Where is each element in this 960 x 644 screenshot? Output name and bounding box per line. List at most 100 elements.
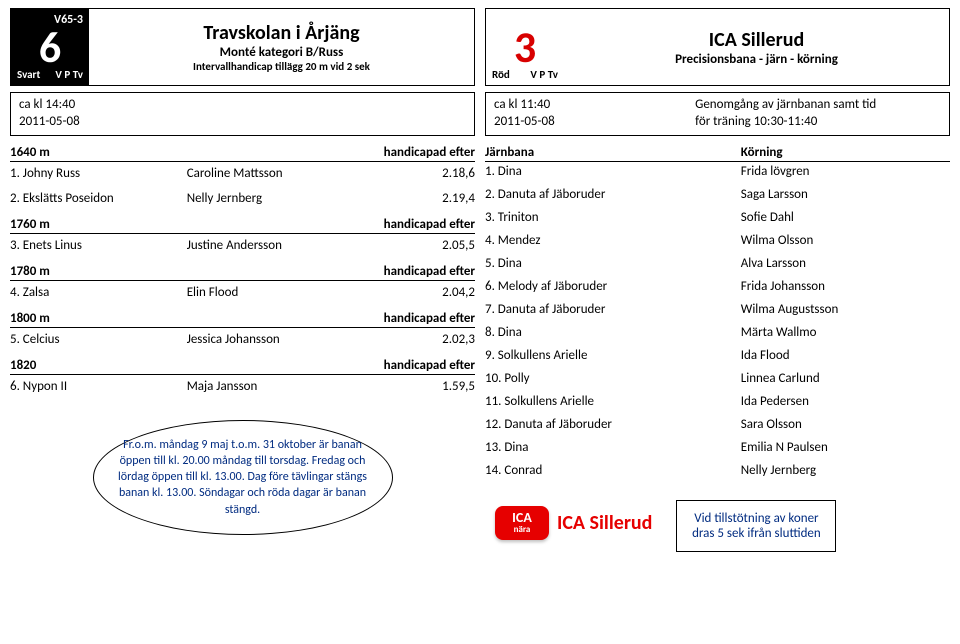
driver-name: Jessica Johansson [187, 332, 425, 347]
distance-header: 1800 mhandicapad efter [10, 310, 475, 328]
distance: 1780 m [10, 264, 50, 279]
entry-row: 1. Johny RussCaroline Mattsson2.18,6 [10, 164, 475, 187]
driver-name: Maja Jansson [187, 379, 425, 394]
race-3-panel: 3 Röd V P Tv ICA Sillerud Precisionsbana… [485, 8, 950, 552]
jarn-horse: 10. Polly [485, 371, 741, 386]
race-time: ca kl 14:40 [19, 97, 220, 114]
race-sub2: Intervallhandicap tillägg 20 m vid 2 sek [93, 60, 470, 73]
info-row-6: ca kl 14:40 2011-05-08 [10, 92, 475, 136]
jarn-horse: 2. Danuta af Jäboruder [485, 187, 741, 202]
distance-header: 1640 m handicapad efter [10, 144, 475, 162]
race-title: Travskolan i Årjäng [93, 21, 470, 45]
jarn-driver: Märta Wallmo [741, 325, 950, 340]
horse-name: 5. Celcius [10, 332, 187, 347]
race-time-3: ca kl 11:40 [494, 97, 695, 114]
handicap-label: handicapad efter [384, 264, 475, 279]
entries-list: 1640 m handicapad efter 1. Johny RussCarol… [10, 144, 475, 400]
banner-3: 3 Röd V P Tv ICA Sillerud Precisionsbana… [485, 8, 950, 86]
entry-time: 2.02,3 [425, 332, 475, 347]
distance: 1640 m [10, 145, 50, 160]
vptv-label: V P Tv [55, 68, 83, 81]
jarn-row: 11. Solkullens ArielleIda Pedersen [485, 392, 950, 415]
ica-text: ICA Sillerud [557, 511, 652, 535]
jarn-driver: Wilma Augustsson [741, 302, 950, 317]
race-6-panel: V65-3 6 Svart V P Tv Travskolan i Årjäng… [10, 8, 475, 552]
horse-name: 1. Johny Russ [10, 166, 187, 181]
vptv-label-3: V P Tv [530, 68, 558, 81]
jarn-horse: 6. Melody af Jäboruder [485, 279, 741, 294]
ica-badge-icon: ICA nära [495, 506, 549, 540]
jarn-horse: 1. Dina [485, 164, 741, 179]
jarn-driver: Ida Pedersen [741, 394, 950, 409]
handicap-label: handicapad efter [384, 145, 475, 160]
horse-name: 4. Zalsa [10, 285, 187, 300]
jarn-driver: Ida Flood [741, 348, 950, 363]
jarn-horse: 5. Dina [485, 256, 741, 271]
driver-name: Caroline Mattsson [187, 166, 425, 181]
driver-name: Justine Andersson [187, 238, 425, 253]
driver-name: Nelly Jernberg [187, 191, 425, 206]
handicap-label: handicapad efter [384, 217, 475, 232]
distance: 1820 [10, 358, 36, 373]
jarn-header: Järnbana Körning [485, 144, 950, 162]
jarn-row: 7. Danuta af JäboruderWilma Augustsson [485, 300, 950, 323]
jarn-driver: Frida Johansson [741, 279, 950, 294]
number-box-3: 3 Röd V P Tv [486, 9, 564, 85]
jarn-row: 1. DinaFrida lövgren [485, 162, 950, 185]
race-date-3: 2011-05-08 [494, 114, 695, 131]
jarn-horse: 8. Dina [485, 325, 741, 340]
jarn-horse: 11. Solkullens Arielle [485, 394, 741, 409]
distance-header: 1760 mhandicapad efter [10, 216, 475, 234]
distance-header: 1820 handicapad efter [10, 357, 475, 375]
jarn-list: 1. DinaFrida lövgren2. Danuta af Jäborud… [485, 162, 950, 484]
jarn-horse: 7. Danuta af Jäboruder [485, 302, 741, 317]
jarn-row: 10. PollyLinnea Carlund [485, 369, 950, 392]
color-label-3: Röd [492, 68, 510, 81]
jarn-row: 5. DinaAlva Larsson [485, 254, 950, 277]
race-desc2: för träning 10:30-11:40 [695, 114, 941, 131]
jarn-driver: Sofie Dahl [741, 210, 950, 225]
jarn-driver: Wilma Olsson [741, 233, 950, 248]
jarn-horse: 4. Mendez [485, 233, 741, 248]
entry-row: 3. Enets LinusJustine Andersson2.05,5 [10, 236, 475, 259]
banner-6: V65-3 6 Svart V P Tv Travskolan i Årjäng… [10, 8, 475, 86]
jarn-driver: Frida lövgren [741, 164, 950, 179]
jarn-header-left: Järnbana [485, 145, 534, 160]
distance: 1800 m [10, 311, 50, 326]
number-box-6: V65-3 6 Svart V P Tv [11, 9, 89, 85]
entry-time: 2.04,2 [425, 285, 475, 300]
horse-name: 6. Nypon II [10, 379, 187, 394]
penalty-note: Vid tillstötning av koner dras 5 sek ifr… [676, 500, 836, 552]
jarn-driver: Alva Larsson [741, 256, 950, 271]
handicap-label: handicapad efter [384, 358, 475, 373]
jarn-driver: Saga Larsson [741, 187, 950, 202]
entry-row: 4. ZalsaElin Flood2.04,2 [10, 283, 475, 306]
jarn-row: 9. Solkullens ArielleIda Flood [485, 346, 950, 369]
race-desc1: Genomgång av järnbanan samt tid [695, 97, 941, 114]
race-sub1: Monté kategori B/Russ [93, 45, 470, 60]
v65-label: V65-3 [54, 13, 83, 27]
jarn-driver: Linnea Carlund [741, 371, 950, 386]
entry-time: 2.19,4 [425, 191, 475, 206]
jarn-row: 6. Melody af JäboruderFrida Johansson [485, 277, 950, 300]
race-sub1-3: Precisionsbana - järn - körning [568, 52, 945, 67]
ica-logo: ICA nära ICA Sillerud [485, 500, 662, 546]
jarn-row: 8. DinaMärta Wallmo [485, 323, 950, 346]
distance-header: 1780 m handicapad efter [10, 263, 475, 281]
jarn-driver: Sara Olsson [741, 417, 950, 432]
color-label: Svart [17, 68, 40, 81]
driver-name: Elin Flood [187, 285, 425, 300]
horse-name: 3. Enets Linus [10, 238, 187, 253]
race-title-3: ICA Sillerud [568, 28, 945, 52]
entry-row: 6. Nypon IIMaja Jansson1.59,5 [10, 377, 475, 400]
jarn-row: 4. MendezWilma Olsson [485, 231, 950, 254]
entry-row: 5. CelciusJessica Johansson2.02,3 [10, 330, 475, 353]
info-row-3: ca kl 11:40 2011-05-08 Genomgång av järn… [485, 92, 950, 136]
jarn-driver: Nelly Jernberg [741, 463, 950, 478]
jarn-row: 3. TrinitonSofie Dahl [485, 208, 950, 231]
entry-time: 2.05,5 [425, 238, 475, 253]
jarn-horse: 9. Solkullens Arielle [485, 348, 741, 363]
jarn-row: 2. Danuta af JäboruderSaga Larsson [485, 185, 950, 208]
entry-time: 1.59,5 [425, 379, 475, 394]
jarn-row: 12. Danuta af JäboruderSara Olsson [485, 415, 950, 438]
